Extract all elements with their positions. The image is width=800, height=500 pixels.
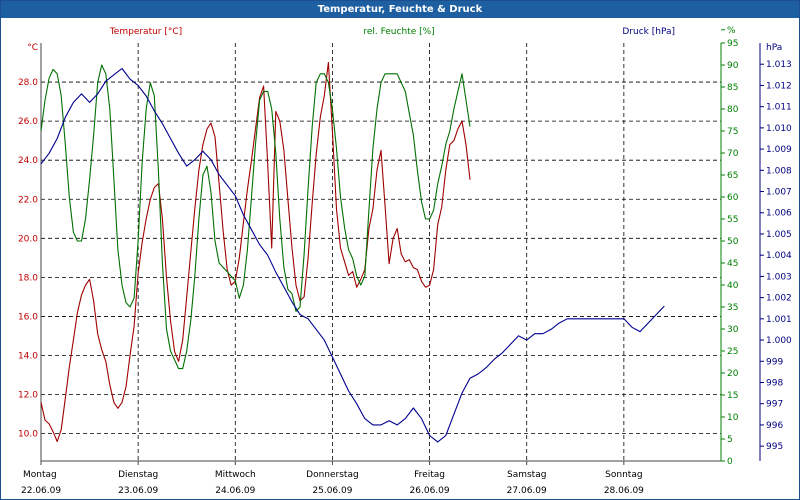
x-tick-day-label: Mittwoch	[215, 470, 256, 480]
pressure-unit-label: hPa	[766, 43, 782, 53]
humidity-tick-label: 95	[727, 39, 738, 49]
humidity-tick-label: 30	[727, 325, 739, 335]
humidity-tick-label: 80	[727, 105, 739, 115]
x-tick-day-label: Samstag	[507, 470, 546, 480]
x-tick-date-label: 25.06.09	[312, 486, 352, 496]
x-tick-date-label: 22.06.09	[21, 486, 61, 496]
humidity-tick-label: 60	[727, 193, 739, 203]
temperature-series-line	[40, 61, 471, 443]
x-tick-date-label: 26.06.09	[410, 486, 450, 496]
pressure-axis-title: Druck [hPa]	[622, 27, 675, 37]
humidity-tick-label: 10	[727, 413, 739, 423]
pressure-tick-label: 1.010	[766, 124, 792, 134]
pressure-tick-label: 1.006	[766, 209, 792, 219]
pressure-tick-label: 1.007	[766, 188, 792, 198]
pressure-tick-label: 997	[766, 400, 783, 410]
temperature-axis-title: Temperatur [°C]	[109, 27, 182, 37]
humidity-series-line	[40, 64, 471, 370]
temperature-tick-label: 26.0	[18, 117, 38, 127]
pressure-tick-label: 1.008	[766, 166, 792, 176]
humidity-tick-label: 45	[727, 259, 738, 269]
temperature-tick-label: 10.0	[18, 430, 38, 440]
temperature-tick-label: 20.0	[18, 234, 38, 244]
pressure-tick-label: 1.003	[766, 272, 792, 282]
temperature-tick-label: 16.0	[18, 312, 38, 322]
pressure-tick-label: 1.005	[766, 230, 792, 240]
pressure-tick-label: 1.011	[766, 103, 792, 113]
humidity-tick-label: 5	[727, 435, 733, 445]
humidity-tick-label: 40	[727, 281, 739, 291]
pressure-tick-label: 995	[766, 442, 783, 452]
humidity-tick-label: 85	[727, 83, 738, 93]
pressure-tick-label: 1.002	[766, 294, 792, 304]
temperature-tick-label: 18.0	[18, 273, 38, 283]
pressure-tick-label: 1.013	[766, 60, 792, 70]
pressure-tick-label: 996	[766, 421, 783, 431]
temperature-tick-label: 22.0	[18, 195, 38, 205]
humidity-tick-label: %	[727, 26, 736, 36]
pressure-tick-label: 1.004	[766, 251, 792, 261]
pressure-tick-label: 999	[766, 357, 783, 367]
humidity-tick-label: 35	[727, 303, 738, 313]
x-tick-day-label: Freitag	[414, 470, 445, 480]
humidity-tick-label: 20	[727, 369, 739, 379]
humidity-tick-label: 50	[727, 237, 739, 247]
temperature-unit-label: °C	[27, 43, 38, 53]
window-title: Temperatur, Feuchte & Druck	[1, 1, 799, 18]
pressure-tick-label: 1.000	[766, 336, 792, 346]
temperature-tick-label: 28.0	[18, 78, 38, 88]
humidity-tick-label: 90	[727, 61, 739, 71]
x-tick-day-label: Dienstag	[118, 470, 158, 480]
humidity-tick-label: 0	[727, 457, 733, 467]
x-tick-date-label: 23.06.09	[118, 486, 158, 496]
humidity-tick-label: 55	[727, 215, 738, 225]
x-tick-day-label: Sonntag	[605, 470, 642, 480]
x-tick-date-label: 24.06.09	[215, 486, 255, 496]
humidity-tick-label: 15	[727, 391, 738, 401]
x-tick-day-label: Donnerstag	[306, 470, 359, 480]
x-tick-date-label: 28.06.09	[604, 486, 644, 496]
x-tick-date-label: 27.06.09	[507, 486, 547, 496]
pressure-tick-label: 1.009	[766, 145, 792, 155]
x-tick-day-label: Montag	[23, 470, 57, 480]
temperature-tick-label: 24.0	[18, 156, 38, 166]
humidity-axis-title: rel. Feuchte [%]	[363, 27, 434, 37]
temperature-tick-label: 12.0	[18, 391, 38, 401]
humidity-tick-label: 70	[727, 149, 739, 159]
humidity-tick-label: 65	[727, 171, 738, 181]
humidity-tick-label: 25	[727, 347, 738, 357]
humidity-tick-label: 75	[727, 127, 738, 137]
temperature-tick-label: 14.0	[18, 352, 38, 362]
pressure-tick-label: 998	[766, 378, 783, 388]
pressure-series-line	[40, 67, 665, 443]
pressure-tick-label: 1.001	[766, 315, 792, 325]
pressure-tick-label: 1.012	[766, 81, 792, 91]
